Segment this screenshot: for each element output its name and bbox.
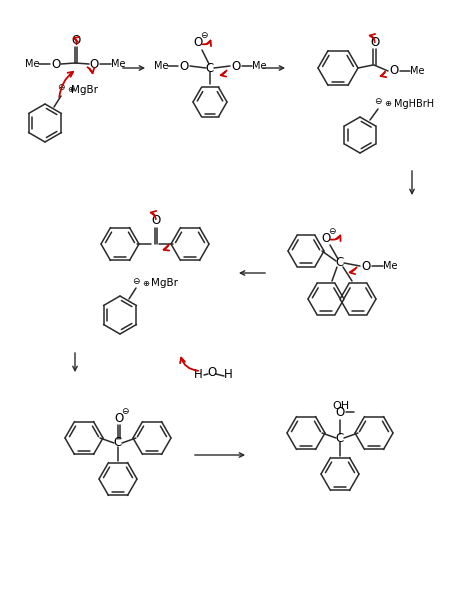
Text: ⊕: ⊕ (68, 86, 75, 95)
Text: Me: Me (410, 66, 424, 76)
Text: O: O (370, 37, 380, 49)
Text: O: O (335, 406, 345, 420)
Text: Me: Me (154, 61, 168, 71)
Text: O: O (72, 34, 81, 48)
Text: O: O (194, 37, 202, 49)
Text: O: O (389, 65, 399, 78)
Text: ⊖: ⊖ (200, 31, 208, 40)
Text: ⊖: ⊖ (132, 277, 140, 285)
Text: ⊕: ⊕ (384, 99, 392, 109)
Text: C: C (206, 62, 214, 75)
Text: ⊖: ⊖ (328, 227, 336, 236)
Text: O: O (207, 367, 216, 379)
Text: C: C (336, 432, 344, 444)
Text: H: H (224, 368, 232, 382)
Text: Me: Me (25, 59, 39, 69)
Text: ⊕: ⊕ (143, 279, 149, 288)
Text: O: O (90, 57, 99, 71)
Text: C: C (114, 437, 122, 449)
Text: O: O (361, 259, 371, 273)
Text: ⊖: ⊖ (57, 83, 65, 92)
Text: MgBr: MgBr (72, 85, 99, 95)
Text: O: O (151, 215, 161, 227)
Text: O: O (180, 60, 189, 72)
Text: C: C (336, 256, 344, 270)
Text: ⊖: ⊖ (374, 98, 382, 107)
Text: H: H (194, 368, 202, 382)
Text: O: O (231, 60, 241, 72)
Text: Me: Me (383, 261, 397, 271)
Text: Me: Me (252, 61, 266, 71)
Text: OH: OH (333, 401, 350, 411)
Text: MgBr: MgBr (152, 278, 179, 288)
Text: O: O (51, 57, 61, 71)
Text: ⊖: ⊖ (121, 406, 129, 415)
Text: Me: Me (111, 59, 125, 69)
Text: O: O (114, 411, 124, 425)
Text: MgHBrH: MgHBrH (394, 99, 434, 109)
Text: O: O (321, 232, 331, 244)
